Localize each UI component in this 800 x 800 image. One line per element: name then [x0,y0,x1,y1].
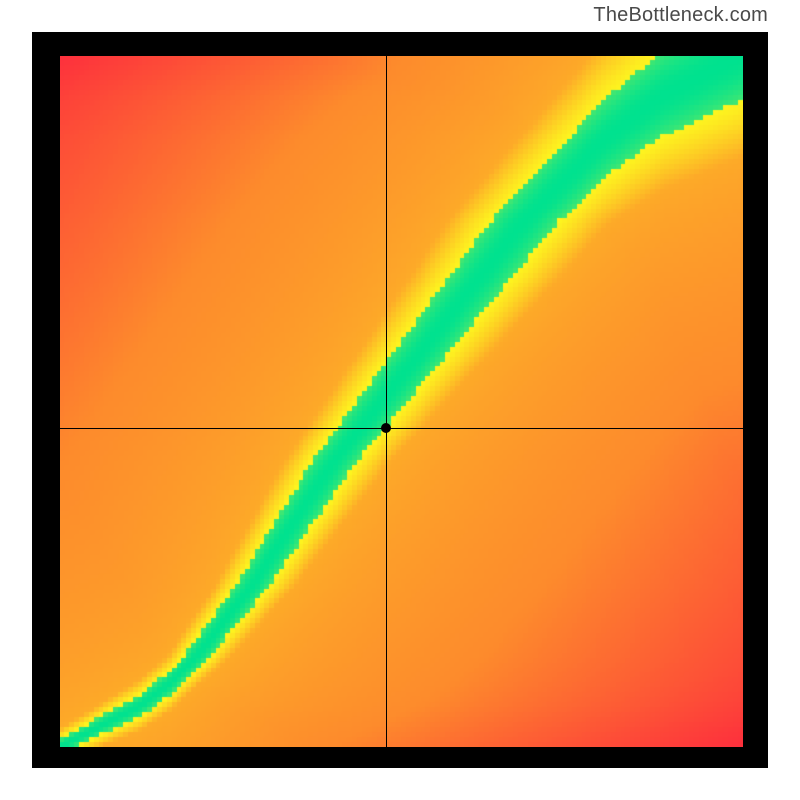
heatmap-canvas [60,56,743,747]
stage: TheBottleneck.com [0,0,800,800]
heatmap-plot [60,56,743,747]
attribution-text: TheBottleneck.com [593,4,768,27]
chart-outer-frame [32,32,768,768]
